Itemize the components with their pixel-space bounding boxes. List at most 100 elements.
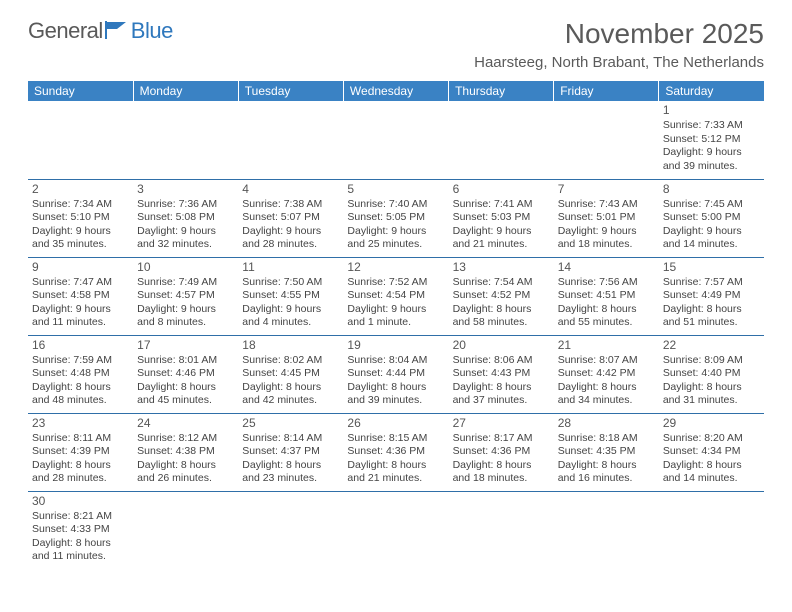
daylight-text: Daylight: 8 hours and 31 minutes. bbox=[663, 381, 760, 408]
sunrise-text: Sunrise: 8:14 AM bbox=[242, 432, 339, 445]
calendar-cell: 20Sunrise: 8:06 AMSunset: 4:43 PMDayligh… bbox=[449, 335, 554, 413]
sunset-text: Sunset: 4:39 PM bbox=[32, 445, 129, 458]
daylight-text: Daylight: 8 hours and 14 minutes. bbox=[663, 459, 760, 486]
calendar-cell bbox=[659, 491, 764, 569]
sunset-text: Sunset: 4:40 PM bbox=[663, 367, 760, 380]
sunrise-text: Sunrise: 8:20 AM bbox=[663, 432, 760, 445]
daylight-text: Daylight: 8 hours and 21 minutes. bbox=[347, 459, 444, 486]
day-number: 27 bbox=[453, 416, 550, 431]
sunset-text: Sunset: 5:07 PM bbox=[242, 211, 339, 224]
sunset-text: Sunset: 4:58 PM bbox=[32, 289, 129, 302]
sunset-text: Sunset: 4:38 PM bbox=[137, 445, 234, 458]
day-header: Thursday bbox=[449, 81, 554, 101]
day-number: 4 bbox=[242, 182, 339, 197]
day-header: Tuesday bbox=[238, 81, 343, 101]
calendar-cell: 1Sunrise: 7:33 AMSunset: 5:12 PMDaylight… bbox=[659, 101, 764, 179]
calendar-row: 16Sunrise: 7:59 AMSunset: 4:48 PMDayligh… bbox=[28, 335, 764, 413]
calendar-cell: 12Sunrise: 7:52 AMSunset: 4:54 PMDayligh… bbox=[343, 257, 448, 335]
sunset-text: Sunset: 4:36 PM bbox=[347, 445, 444, 458]
calendar-cell bbox=[449, 491, 554, 569]
sunrise-text: Sunrise: 8:09 AM bbox=[663, 354, 760, 367]
day-number: 22 bbox=[663, 338, 760, 353]
daylight-text: Daylight: 8 hours and 48 minutes. bbox=[32, 381, 129, 408]
calendar-cell: 13Sunrise: 7:54 AMSunset: 4:52 PMDayligh… bbox=[449, 257, 554, 335]
day-number: 11 bbox=[242, 260, 339, 275]
day-number: 10 bbox=[137, 260, 234, 275]
sunrise-text: Sunrise: 7:41 AM bbox=[453, 198, 550, 211]
calendar-cell bbox=[554, 101, 659, 179]
sunset-text: Sunset: 4:49 PM bbox=[663, 289, 760, 302]
sunrise-text: Sunrise: 8:07 AM bbox=[558, 354, 655, 367]
sunrise-text: Sunrise: 8:21 AM bbox=[32, 510, 129, 523]
sunrise-text: Sunrise: 7:36 AM bbox=[137, 198, 234, 211]
calendar-cell: 3Sunrise: 7:36 AMSunset: 5:08 PMDaylight… bbox=[133, 179, 238, 257]
sunset-text: Sunset: 5:12 PM bbox=[663, 133, 760, 146]
daylight-text: Daylight: 9 hours and 21 minutes. bbox=[453, 225, 550, 252]
calendar-row: 1Sunrise: 7:33 AMSunset: 5:12 PMDaylight… bbox=[28, 101, 764, 179]
day-number: 20 bbox=[453, 338, 550, 353]
sunrise-text: Sunrise: 8:02 AM bbox=[242, 354, 339, 367]
sunrise-text: Sunrise: 7:54 AM bbox=[453, 276, 550, 289]
sunset-text: Sunset: 4:34 PM bbox=[663, 445, 760, 458]
daylight-text: Daylight: 8 hours and 28 minutes. bbox=[32, 459, 129, 486]
sunrise-text: Sunrise: 7:50 AM bbox=[242, 276, 339, 289]
day-number: 1 bbox=[663, 103, 760, 118]
calendar-row: 30Sunrise: 8:21 AMSunset: 4:33 PMDayligh… bbox=[28, 491, 764, 569]
page-title: November 2025 bbox=[474, 18, 764, 50]
sunrise-text: Sunrise: 7:59 AM bbox=[32, 354, 129, 367]
day-number: 13 bbox=[453, 260, 550, 275]
day-number: 18 bbox=[242, 338, 339, 353]
day-number: 5 bbox=[347, 182, 444, 197]
sunset-text: Sunset: 5:00 PM bbox=[663, 211, 760, 224]
sunset-text: Sunset: 4:37 PM bbox=[242, 445, 339, 458]
calendar-cell: 18Sunrise: 8:02 AMSunset: 4:45 PMDayligh… bbox=[238, 335, 343, 413]
calendar-cell: 22Sunrise: 8:09 AMSunset: 4:40 PMDayligh… bbox=[659, 335, 764, 413]
calendar-cell: 4Sunrise: 7:38 AMSunset: 5:07 PMDaylight… bbox=[238, 179, 343, 257]
sunset-text: Sunset: 4:36 PM bbox=[453, 445, 550, 458]
sunrise-text: Sunrise: 7:33 AM bbox=[663, 119, 760, 132]
day-number: 6 bbox=[453, 182, 550, 197]
calendar-cell: 15Sunrise: 7:57 AMSunset: 4:49 PMDayligh… bbox=[659, 257, 764, 335]
sunrise-text: Sunrise: 7:56 AM bbox=[558, 276, 655, 289]
flag-icon bbox=[104, 19, 130, 41]
daylight-text: Daylight: 8 hours and 34 minutes. bbox=[558, 381, 655, 408]
sunset-text: Sunset: 5:05 PM bbox=[347, 211, 444, 224]
daylight-text: Daylight: 9 hours and 35 minutes. bbox=[32, 225, 129, 252]
day-number: 29 bbox=[663, 416, 760, 431]
day-number: 26 bbox=[347, 416, 444, 431]
daylight-text: Daylight: 9 hours and 25 minutes. bbox=[347, 225, 444, 252]
day-header: Friday bbox=[554, 81, 659, 101]
day-number: 8 bbox=[663, 182, 760, 197]
calendar-cell: 24Sunrise: 8:12 AMSunset: 4:38 PMDayligh… bbox=[133, 413, 238, 491]
sunrise-text: Sunrise: 7:52 AM bbox=[347, 276, 444, 289]
calendar-cell: 5Sunrise: 7:40 AMSunset: 5:05 PMDaylight… bbox=[343, 179, 448, 257]
daylight-text: Daylight: 8 hours and 51 minutes. bbox=[663, 303, 760, 330]
daylight-text: Daylight: 9 hours and 32 minutes. bbox=[137, 225, 234, 252]
logo: General Blue bbox=[28, 18, 173, 44]
daylight-text: Daylight: 9 hours and 39 minutes. bbox=[663, 146, 760, 173]
sunrise-text: Sunrise: 7:45 AM bbox=[663, 198, 760, 211]
sunrise-text: Sunrise: 8:15 AM bbox=[347, 432, 444, 445]
daylight-text: Daylight: 9 hours and 28 minutes. bbox=[242, 225, 339, 252]
calendar-cell: 29Sunrise: 8:20 AMSunset: 4:34 PMDayligh… bbox=[659, 413, 764, 491]
sunset-text: Sunset: 5:01 PM bbox=[558, 211, 655, 224]
sunset-text: Sunset: 4:45 PM bbox=[242, 367, 339, 380]
sunset-text: Sunset: 4:42 PM bbox=[558, 367, 655, 380]
sunrise-text: Sunrise: 7:38 AM bbox=[242, 198, 339, 211]
sunset-text: Sunset: 4:44 PM bbox=[347, 367, 444, 380]
day-number: 23 bbox=[32, 416, 129, 431]
sunrise-text: Sunrise: 8:01 AM bbox=[137, 354, 234, 367]
calendar-cell: 8Sunrise: 7:45 AMSunset: 5:00 PMDaylight… bbox=[659, 179, 764, 257]
day-number: 7 bbox=[558, 182, 655, 197]
calendar-cell: 16Sunrise: 7:59 AMSunset: 4:48 PMDayligh… bbox=[28, 335, 133, 413]
daylight-text: Daylight: 8 hours and 42 minutes. bbox=[242, 381, 339, 408]
day-header: Saturday bbox=[659, 81, 764, 101]
daylight-text: Daylight: 8 hours and 45 minutes. bbox=[137, 381, 234, 408]
calendar-cell: 27Sunrise: 8:17 AMSunset: 4:36 PMDayligh… bbox=[449, 413, 554, 491]
daylight-text: Daylight: 9 hours and 8 minutes. bbox=[137, 303, 234, 330]
sunset-text: Sunset: 4:55 PM bbox=[242, 289, 339, 302]
calendar-cell bbox=[238, 101, 343, 179]
calendar-cell bbox=[28, 101, 133, 179]
daylight-text: Daylight: 8 hours and 11 minutes. bbox=[32, 537, 129, 564]
logo-text-general: General bbox=[28, 18, 103, 44]
